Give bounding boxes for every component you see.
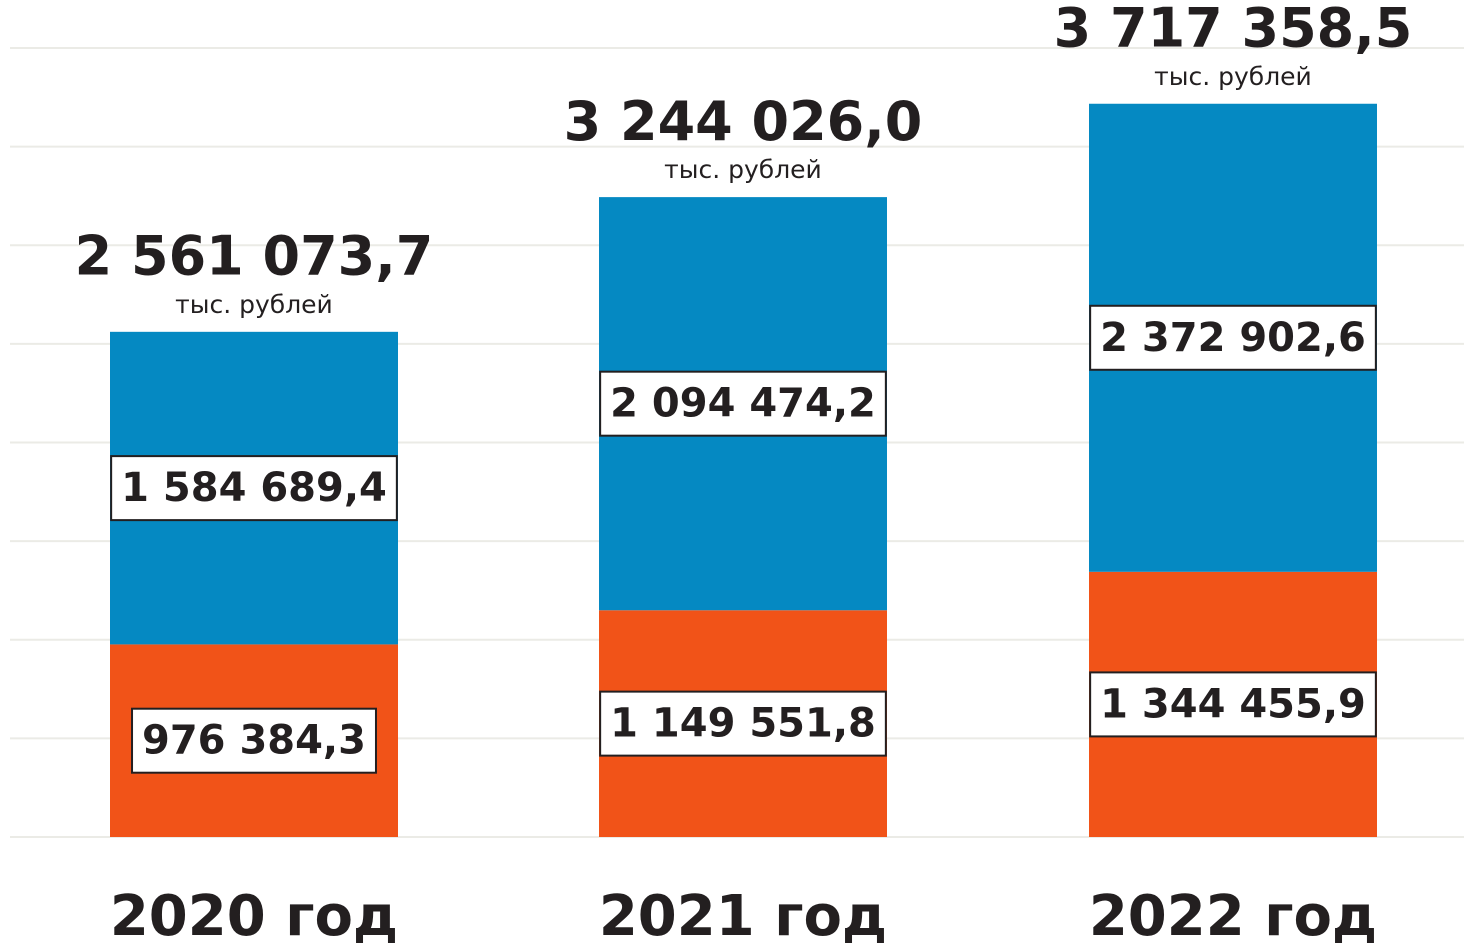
value-label: 2 372 902,6 bbox=[1100, 315, 1366, 361]
value-label: 1 344 455,9 bbox=[1100, 681, 1366, 727]
value-label-box bbox=[599, 690, 887, 757]
total-unit: тыс. рублей bbox=[664, 155, 822, 184]
value-label-box bbox=[1089, 304, 1377, 371]
value-label: 2 094 474,2 bbox=[610, 381, 876, 427]
value-label: 976 384,3 bbox=[142, 718, 366, 764]
value-label-box bbox=[1089, 671, 1377, 738]
total-unit: тыс. рублей bbox=[175, 290, 333, 319]
total-label: 3 244 026,0 bbox=[564, 90, 923, 153]
total-unit: тыс. рублей bbox=[1154, 62, 1312, 91]
total-label: 3 717 358,5 bbox=[1054, 0, 1413, 59]
value-label-box bbox=[110, 455, 398, 522]
value-label: 1 584 689,4 bbox=[121, 465, 387, 511]
x-tick-label: 2021 год bbox=[599, 884, 887, 949]
value-label-box bbox=[131, 707, 377, 774]
x-tick-label: 2022 год bbox=[1089, 884, 1377, 949]
x-tick-label: 2020 год bbox=[110, 884, 398, 949]
total-label: 2 561 073,7 bbox=[75, 224, 434, 287]
value-label: 1 149 551,8 bbox=[610, 701, 876, 747]
value-label-box bbox=[599, 370, 887, 437]
